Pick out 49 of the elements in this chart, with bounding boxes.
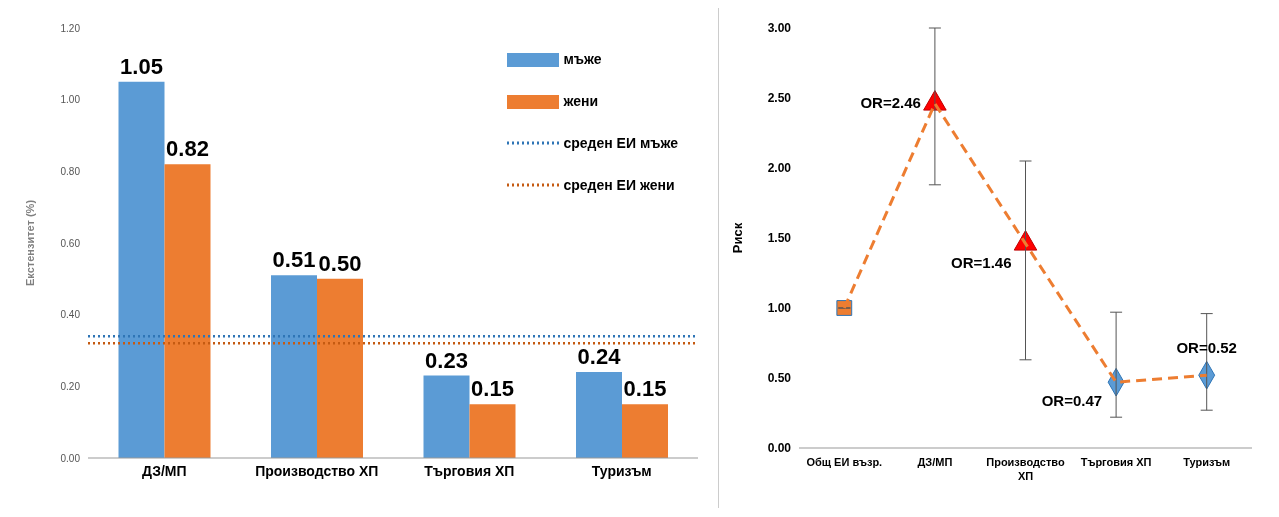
y-axis-title: Екстензитет (%) [23,199,36,287]
y-tick-label: 1.20 [60,22,81,34]
y-tick-label: 2.50 [767,91,792,106]
y-tick-label: 1.50 [767,231,792,246]
y-tick-label: 0.00 [767,441,792,456]
x-tick-label: ДЗ/МП [917,456,953,468]
data-label: 0.15 [623,376,667,402]
legend-label: жени [563,93,599,109]
x-tick-label: ДЗ/МП [141,462,187,479]
data-label: OR=0.52 [1176,339,1237,357]
y-tick-label: 2.00 [767,161,792,176]
legend-label: мъже [563,51,602,67]
legend-label: среден ЕИ мъже [563,135,678,151]
bar [317,278,363,458]
data-label: 0.24 [577,344,622,369]
bar [469,404,516,458]
data-label: 0.82 [166,136,209,162]
data-label: 0.23 [425,347,468,373]
legend-label: среден ЕИ жени [563,177,675,193]
bar [576,372,622,458]
y-tick-label: 0.80 [60,165,81,177]
x-tick-label: Туризъм [1183,456,1231,468]
y-tick-label: 0.50 [767,371,792,386]
y-tick-label: 3.00 [767,21,792,36]
x-tick-label: Производство ХП [255,462,379,479]
bar [164,164,211,458]
bar [423,375,470,458]
data-label: 1.05 [120,53,163,79]
y-tick-label: 0.20 [60,380,81,392]
bar [622,404,668,458]
data-label: 0.50 [318,250,362,276]
y-tick-label: 1.00 [60,94,81,106]
y-axis-title: Риск [729,222,745,254]
bar [271,275,317,458]
bar [118,81,165,458]
data-label: OR=2.46 [860,93,921,111]
y-tick-label: 0.60 [60,237,81,249]
data-label: 0.51 [272,247,316,273]
data-label: OR=0.47 [1041,392,1103,410]
x-tick-label: Туризъм [591,462,652,479]
data-label: OR=1.46 [951,253,1012,271]
y-tick-label: 1.00 [767,301,792,316]
x-tick-label: Производство ХП [986,456,1065,482]
x-tick-label: Търговия ХП [424,462,515,479]
y-tick-label: 0.00 [60,452,81,464]
x-tick-label: Търговия ХП [1080,456,1152,468]
y-tick-label: 0.40 [60,309,81,321]
data-label: 0.15 [471,376,514,402]
x-tick-label: Общ ЕИ възр. [806,456,883,468]
